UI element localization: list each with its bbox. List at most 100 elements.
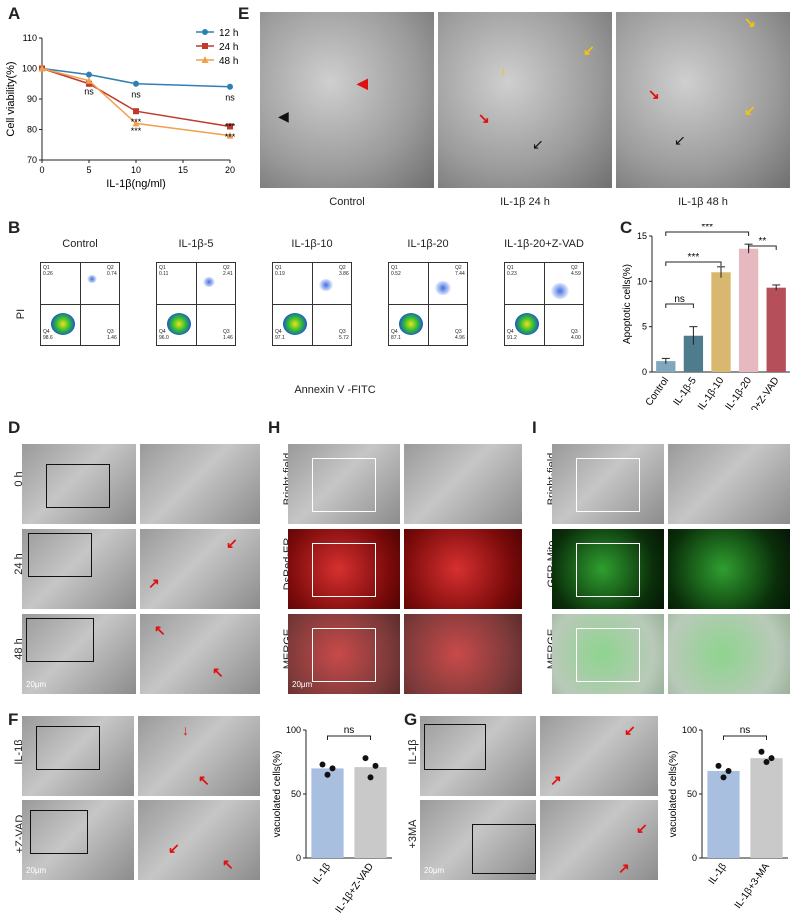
quadrant-label: Q3 5.72: [339, 329, 349, 341]
y-tick-label: 50: [687, 789, 697, 799]
x-tick-label: IL-1β-20: [724, 375, 755, 410]
flow-plot-title: IL-1β-5: [178, 238, 214, 250]
zoom-box: [576, 458, 640, 512]
flow-cytometry-plot: Q1 0.26 Q2 0.74 Q4 98.6 Q3 1.46: [40, 262, 120, 346]
y-tick-label: 15: [637, 231, 647, 241]
yellow-arrow-icon: ↓: [500, 62, 507, 78]
scale-bar-label: 20μm: [424, 866, 445, 875]
data-dot: [372, 762, 379, 769]
y-tick-label: 70: [27, 155, 37, 165]
quadrant-label: Q1 0.26: [43, 265, 53, 277]
f-micrograph-il1b: [22, 716, 134, 796]
legend-label: 12 h: [219, 28, 238, 39]
significance-label: ns: [131, 89, 141, 99]
i-merge-zoom: [668, 614, 790, 694]
red-arrow-icon: ↗: [550, 772, 562, 788]
flow-plot-title: IL-1β-20+Z-VAD: [504, 238, 584, 250]
significance-label: ns: [674, 294, 685, 305]
data-point: [38, 65, 46, 72]
x-tick-label: IL-1β-5: [672, 375, 700, 408]
y-tick-label: 0: [296, 853, 301, 863]
zoom-box: [424, 724, 486, 770]
y-axis-label: vacuolated cells(%): [272, 751, 283, 838]
significance-bracket: [665, 231, 750, 236]
data-dot: [768, 755, 775, 762]
data-point: [133, 80, 139, 87]
bar: [711, 272, 731, 372]
cell-cluster: [167, 313, 191, 335]
red-arrow-icon: ↖: [212, 664, 224, 680]
quadrant-label: Q3 1.46: [107, 329, 117, 341]
h-merge: 20μm: [288, 614, 400, 694]
y-tick-label: 100: [286, 725, 301, 735]
quadrant-divider: [273, 304, 351, 305]
significance-label: **: [759, 236, 767, 247]
quadrant-label: Q3 1.46: [223, 329, 233, 341]
y-tick-label: 100: [682, 725, 697, 735]
zoom-box: [26, 618, 94, 662]
panel-g-bar-chart: 0 50 100 vacuolated cells(%) IL-1β IL-1β+3-MA…: [668, 725, 788, 911]
black-arrow-icon: ↙: [532, 136, 544, 152]
quadrant-divider: [389, 304, 467, 305]
quadrant-label: Q1 0.11: [159, 265, 169, 277]
x-tick-label: IL-1β: [311, 861, 333, 886]
data-dot: [329, 765, 336, 772]
quadrant-label: Q4 98.6: [43, 329, 53, 341]
zoom-box: [30, 810, 88, 854]
red-arrow-icon: ↙: [168, 840, 180, 856]
h-dsred-er-zoom: [404, 529, 522, 609]
quadrant-label: Q1 0.52: [391, 265, 401, 277]
panel-label-d: D: [8, 418, 21, 437]
i-bright-field-zoom: [668, 444, 790, 524]
yellow-arrow-icon: ↙: [583, 42, 595, 58]
flow-cytometry-plot: Q1 0.52 Q2 7.44 Q4 87.1 Q3 4.96: [388, 262, 468, 346]
data-point: [133, 108, 139, 115]
significance-label: ***: [131, 117, 142, 127]
legend-label: 48 h: [219, 56, 238, 67]
x-tick-label: 10: [131, 165, 141, 175]
y-tick-label: 50: [291, 789, 301, 799]
y-tick-label: 0: [692, 853, 697, 863]
quadrant-label: Q2 0.74: [107, 265, 117, 277]
data-dot: [715, 762, 722, 769]
panel-label-a: A: [8, 4, 21, 23]
data-point: [86, 80, 92, 87]
quadrant-label: Q1 0.23: [507, 265, 517, 277]
red-arrow-icon: ↗: [618, 860, 630, 876]
data-point: [132, 119, 140, 127]
legend-marker: [202, 43, 208, 49]
significance-bracket: [723, 735, 767, 740]
h-dsred-er: [288, 529, 400, 609]
tem-image-48h: ↘ ↙ ↘ ↙: [616, 12, 790, 188]
black-arrowhead-icon: ◀: [278, 108, 289, 124]
y-axis-label: Apoptotic cells(%): [622, 264, 633, 344]
x-tick-label: 20: [225, 165, 235, 175]
significance-label: ***: [688, 252, 700, 263]
red-arrowhead-icon: ◀: [357, 75, 368, 91]
legend-label: 24 h: [219, 42, 238, 53]
red-arrow-icon: ↖: [222, 856, 234, 872]
zoom-box: [576, 628, 640, 682]
panel-label-i: I: [532, 418, 537, 437]
scale-bar-label: 20μm: [26, 680, 47, 689]
yellow-arrow-icon: ↙: [744, 102, 756, 118]
i-gfp-mito: [552, 529, 664, 609]
bar: [683, 335, 704, 372]
legend-marker: [201, 56, 209, 63]
significance-label: ***: [131, 126, 142, 136]
micrograph-0h-zoom: [140, 444, 260, 524]
micrograph-0h: [22, 444, 136, 524]
flow-plot-title: Control: [62, 238, 98, 250]
significance-label: ns: [344, 725, 355, 736]
quadrant-label: Q2 7.44: [455, 265, 465, 277]
tem-caption-control: Control: [329, 196, 365, 208]
h-bright-field-zoom: [404, 444, 522, 524]
data-point: [227, 83, 233, 90]
quadrant-label: Q3 4.96: [455, 329, 465, 341]
row-label-3ma: +3MA: [407, 819, 419, 849]
zoom-box: [312, 628, 376, 682]
panel-label-h: H: [268, 418, 281, 437]
quadrant-label: Q4 87.1: [391, 329, 401, 341]
f-micrograph-zvad: 20μm: [22, 800, 134, 880]
cell-cluster: [283, 313, 307, 335]
